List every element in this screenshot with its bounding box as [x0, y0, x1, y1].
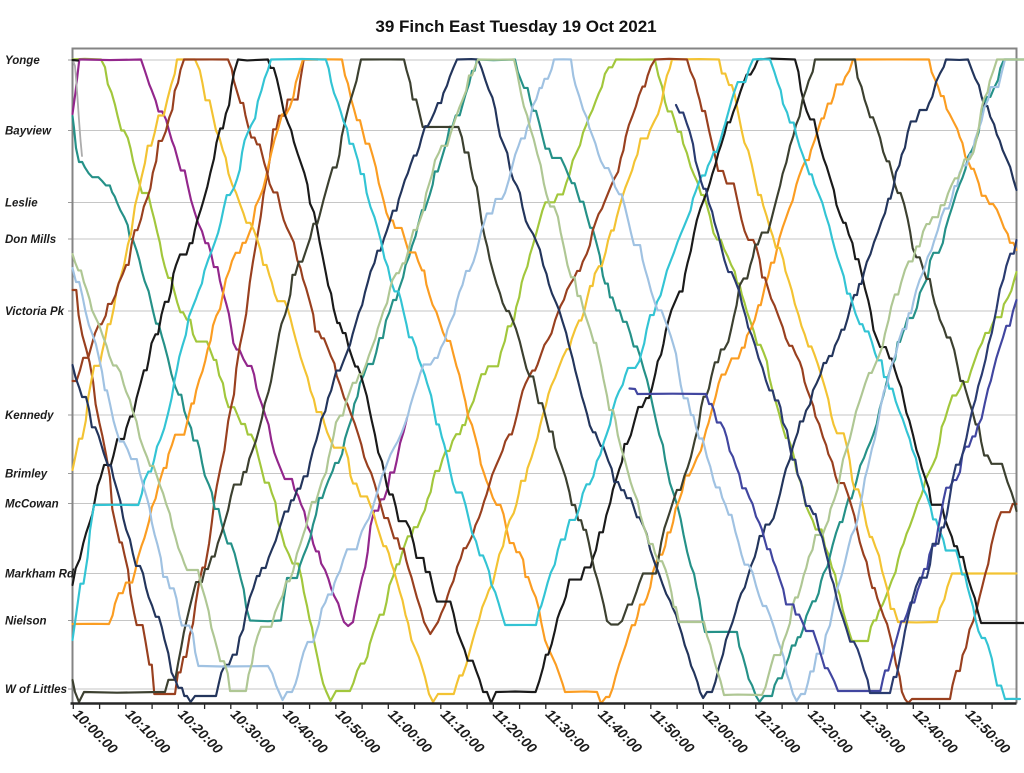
svg-text:Leslie: Leslie — [5, 198, 38, 210]
svg-text:Brimley: Brimley — [5, 469, 48, 481]
svg-text:Victoria Pk: Victoria Pk — [5, 306, 65, 318]
svg-text:Nielson: Nielson — [5, 616, 47, 628]
svg-text:Kennedy: Kennedy — [5, 410, 54, 422]
svg-text:Yonge: Yonge — [5, 55, 40, 67]
svg-text:Don Mills: Don Mills — [5, 234, 56, 246]
svg-text:W of Littles: W of Littles — [5, 684, 67, 696]
svg-text:39 Finch East Tuesday 19 Oct 2: 39 Finch East Tuesday 19 Oct 2021 — [375, 17, 656, 36]
svg-text:McCowan: McCowan — [5, 499, 59, 511]
svg-text:Bayview: Bayview — [5, 126, 52, 138]
svg-text:Markham Rd: Markham Rd — [5, 569, 75, 581]
